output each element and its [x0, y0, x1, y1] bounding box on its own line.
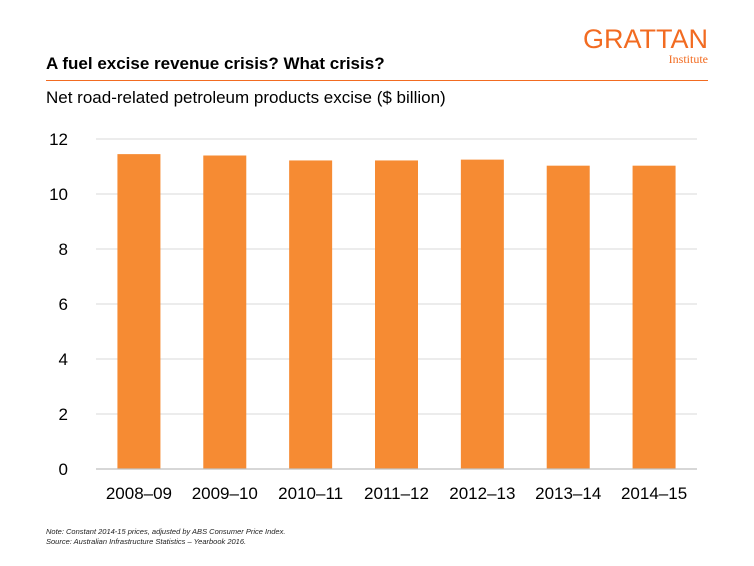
chart-title: A fuel excise revenue crisis? What crisi…: [46, 54, 385, 73]
bar: [460, 159, 504, 469]
bar: [117, 154, 161, 469]
logo-wordmark: GRATTAN: [583, 24, 708, 54]
chart-footnote: Note: Constant 2014-15 prices, adjusted …: [46, 527, 285, 547]
title-divider: [46, 80, 708, 81]
y-tick-label: 8: [59, 240, 68, 259]
logo-subtitle: Institute: [668, 52, 708, 66]
bar: [289, 160, 333, 469]
chart-subtitle: Net road-related petroleum products exci…: [46, 88, 446, 107]
y-tick-label: 12: [49, 130, 68, 149]
x-tick-label: 2008–09: [106, 484, 172, 503]
bar: [375, 160, 418, 469]
x-tick-label: 2011–12: [364, 484, 429, 503]
x-tick-label: 2014–15: [621, 484, 687, 503]
x-tick-label: 2012–13: [449, 484, 515, 503]
source-text: Source: Australian Infrastructure Statis…: [46, 537, 247, 546]
bar: [632, 165, 676, 470]
y-tick-label: 6: [59, 295, 68, 314]
x-tick-label: 2009–10: [192, 484, 258, 503]
bar: [203, 155, 247, 469]
bar-chart: 0 2 4 6 8 10 12 2008–09 2009–10 2010–11 2011–12 201…: [49, 130, 697, 503]
y-tick-label: 0: [59, 460, 68, 479]
y-tick-label: 4: [59, 350, 68, 369]
grattan-logo: GRATTAN Institute: [583, 26, 708, 66]
x-tick-label: 2013–14: [535, 484, 601, 503]
y-tick-label: 10: [49, 185, 68, 204]
x-tick-label: 2010–11: [278, 484, 343, 503]
y-tick-label: 2: [59, 405, 68, 424]
note-text: Note: Constant 2014-15 prices, adjusted …: [46, 527, 286, 536]
bar: [546, 165, 590, 470]
